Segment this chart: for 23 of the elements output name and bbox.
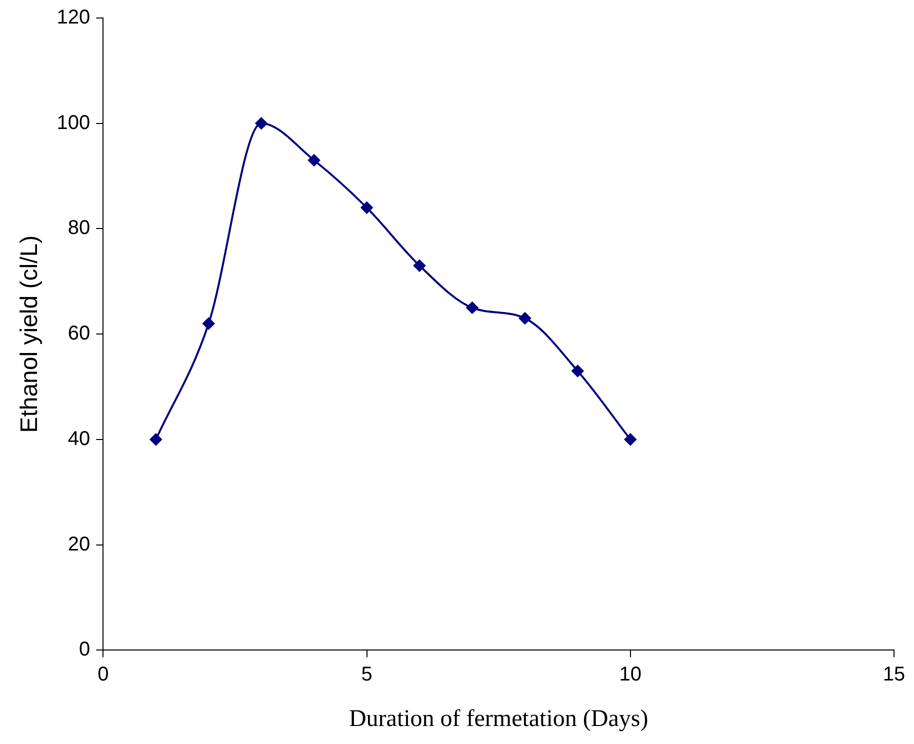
x-tick-label: 5: [361, 664, 372, 686]
point: [255, 117, 268, 130]
y-tick-label: 120: [56, 6, 90, 29]
point: [518, 312, 531, 324]
x-tick-label: 15: [882, 664, 906, 686]
y-tick-label: 40: [68, 428, 90, 450]
x-tick-label: 10: [619, 664, 642, 686]
point: [202, 318, 215, 330]
point: [572, 364, 584, 377]
point: [360, 202, 373, 214]
point: [308, 154, 320, 166]
y-tick-label: 100: [56, 112, 90, 134]
y-tick-label: 80: [68, 217, 90, 240]
point: [150, 433, 162, 446]
y-tick-label: 20: [68, 533, 90, 556]
x-tick-label: 0: [98, 664, 109, 686]
point: [414, 260, 426, 272]
y-axis-title: Ethanol yield (cl/L): [16, 235, 44, 433]
y-tick-label: 0: [79, 638, 90, 661]
point: [466, 302, 478, 314]
point: [624, 433, 636, 446]
y-tick-label: 60: [68, 322, 90, 345]
x-axis-title: Duration of fermetation (Days): [348, 706, 648, 732]
